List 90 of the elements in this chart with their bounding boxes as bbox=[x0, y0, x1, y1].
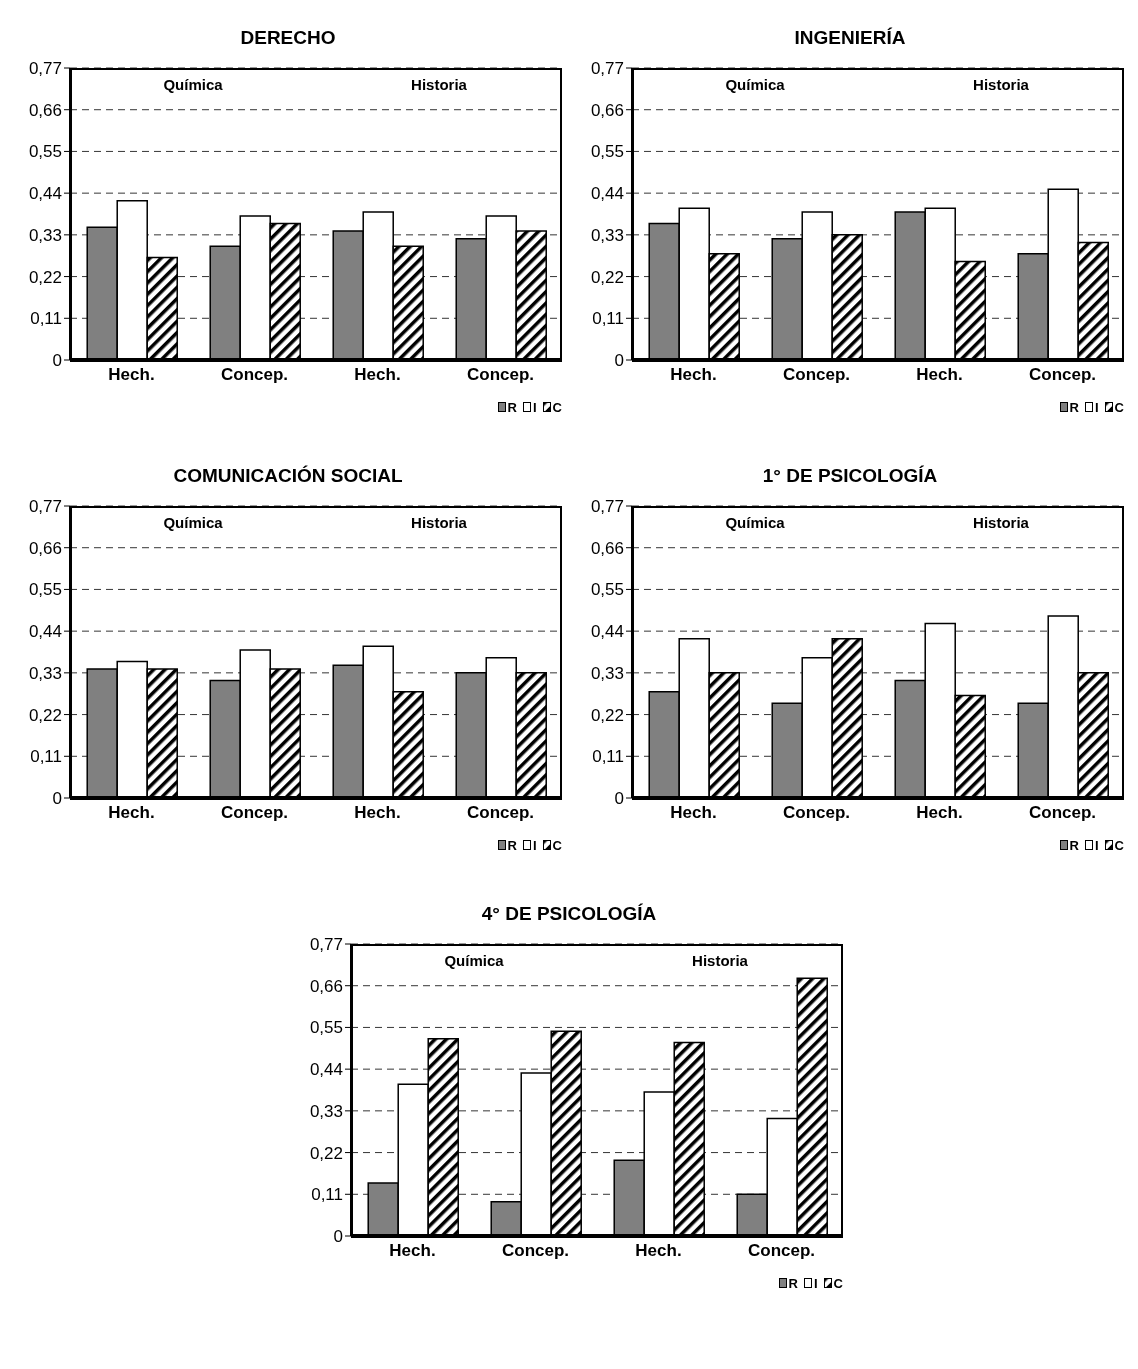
x-tick-label: Hech. bbox=[108, 803, 155, 823]
y-tick-label: 0,11 bbox=[30, 309, 62, 329]
y-tick-label: 0,55 bbox=[590, 142, 624, 162]
y-tick-label: 0,44 bbox=[28, 622, 62, 642]
x-tick-label: Concep. bbox=[782, 365, 851, 385]
x-tick-label: Concep. bbox=[466, 365, 535, 385]
y-tick-label: 0,22 bbox=[590, 267, 624, 287]
x-tick-label: Concep. bbox=[1028, 365, 1097, 385]
x-tick-label: Hech. bbox=[108, 365, 155, 385]
annotation: Química bbox=[441, 952, 507, 969]
legend-label: I bbox=[532, 836, 537, 854]
annotation: Historia bbox=[970, 514, 1032, 531]
y-tick-label: 0,33 bbox=[309, 1101, 343, 1121]
legend-label: R bbox=[506, 836, 517, 854]
chart-title: DERECHO bbox=[239, 26, 337, 50]
y-tick-label: 0,66 bbox=[590, 538, 624, 558]
annotation: Química bbox=[160, 76, 226, 93]
y-tick-label: 0 bbox=[52, 789, 62, 809]
y-tick-label: 0,33 bbox=[590, 225, 624, 245]
y-tick-label: 0,44 bbox=[590, 184, 624, 204]
y-tick-label: 0,66 bbox=[28, 538, 62, 558]
y-tick-label: 0,55 bbox=[309, 1018, 343, 1038]
x-tick-label: Hech. bbox=[670, 365, 717, 385]
x-tick-label: Concep. bbox=[501, 1241, 570, 1261]
x-tick-label: Concep. bbox=[747, 1241, 816, 1261]
x-tick-label: Concep. bbox=[782, 803, 851, 823]
legend-label: R bbox=[1068, 398, 1079, 416]
y-tick-label: 0,33 bbox=[590, 663, 624, 683]
x-tick-label: Hech. bbox=[354, 803, 401, 823]
y-tick-label: 0,11 bbox=[592, 309, 624, 329]
legend-label: I bbox=[813, 1274, 818, 1292]
y-tick-label: 0,66 bbox=[28, 100, 62, 120]
y-tick-label: 0,44 bbox=[590, 622, 624, 642]
x-tick-label: Hech. bbox=[354, 365, 401, 385]
y-tick-label: 0,22 bbox=[309, 1143, 343, 1163]
x-tick-label: Concep. bbox=[466, 803, 535, 823]
y-tick-label: 0,66 bbox=[309, 976, 343, 996]
y-tick-label: 0,33 bbox=[28, 663, 62, 683]
x-tick-label: Hech. bbox=[635, 1241, 682, 1261]
legend-label: C bbox=[1113, 398, 1124, 416]
y-tick-label: 0,44 bbox=[309, 1060, 343, 1080]
x-tick-label: Concep. bbox=[220, 803, 289, 823]
legend-label: I bbox=[1094, 836, 1099, 854]
chart-title: COMUNICACIÓN SOCIAL bbox=[172, 464, 404, 488]
y-tick-label: 0,55 bbox=[28, 142, 62, 162]
y-tick-label: 0 bbox=[333, 1227, 343, 1247]
y-tick-label: 0,77 bbox=[590, 59, 624, 79]
x-tick-label: Concep. bbox=[1028, 803, 1097, 823]
annotation: Química bbox=[722, 514, 788, 531]
y-tick-label: 0,22 bbox=[28, 705, 62, 725]
x-tick-label: Hech. bbox=[389, 1241, 436, 1261]
legend-label: C bbox=[832, 1274, 843, 1292]
y-tick-label: 0,77 bbox=[28, 59, 62, 79]
legend-label: R bbox=[787, 1274, 798, 1292]
y-tick-label: 0,11 bbox=[311, 1185, 343, 1205]
y-tick-label: 0,33 bbox=[28, 225, 62, 245]
y-tick-label: 0,11 bbox=[30, 747, 62, 767]
legend-label: R bbox=[1068, 836, 1079, 854]
y-tick-label: 0 bbox=[614, 789, 624, 809]
annotation: Historia bbox=[970, 76, 1032, 93]
chart-title: 4° DE PSICOLOGÍA bbox=[480, 902, 658, 926]
x-tick-label: Concep. bbox=[220, 365, 289, 385]
annotation: Química bbox=[722, 76, 788, 93]
legend-label: C bbox=[551, 398, 562, 416]
y-tick-label: 0,22 bbox=[28, 267, 62, 287]
chart-title: 1° DE PSICOLOGÍA bbox=[761, 464, 939, 488]
legend-label: C bbox=[1113, 836, 1124, 854]
chart-title: INGENIERÍA bbox=[793, 26, 907, 50]
y-tick-label: 0 bbox=[52, 351, 62, 371]
x-tick-label: Hech. bbox=[670, 803, 717, 823]
annotation: Historia bbox=[689, 952, 751, 969]
annotation: Química bbox=[160, 514, 226, 531]
annotation: Historia bbox=[408, 76, 470, 93]
x-tick-label: Hech. bbox=[916, 803, 963, 823]
y-tick-label: 0,22 bbox=[590, 705, 624, 725]
legend-label: I bbox=[1094, 398, 1099, 416]
x-tick-label: Hech. bbox=[916, 365, 963, 385]
y-tick-label: 0,44 bbox=[28, 184, 62, 204]
y-tick-label: 0,11 bbox=[592, 747, 624, 767]
y-tick-label: 0,77 bbox=[590, 497, 624, 517]
legend-label: C bbox=[551, 836, 562, 854]
y-tick-label: 0 bbox=[614, 351, 624, 371]
legend-label: R bbox=[506, 398, 517, 416]
y-tick-label: 0,55 bbox=[590, 580, 624, 600]
y-tick-label: 0,55 bbox=[28, 580, 62, 600]
annotation: Historia bbox=[408, 514, 470, 531]
y-tick-label: 0,77 bbox=[28, 497, 62, 517]
legend-label: I bbox=[532, 398, 537, 416]
y-tick-label: 0,77 bbox=[309, 935, 343, 955]
y-tick-label: 0,66 bbox=[590, 100, 624, 120]
